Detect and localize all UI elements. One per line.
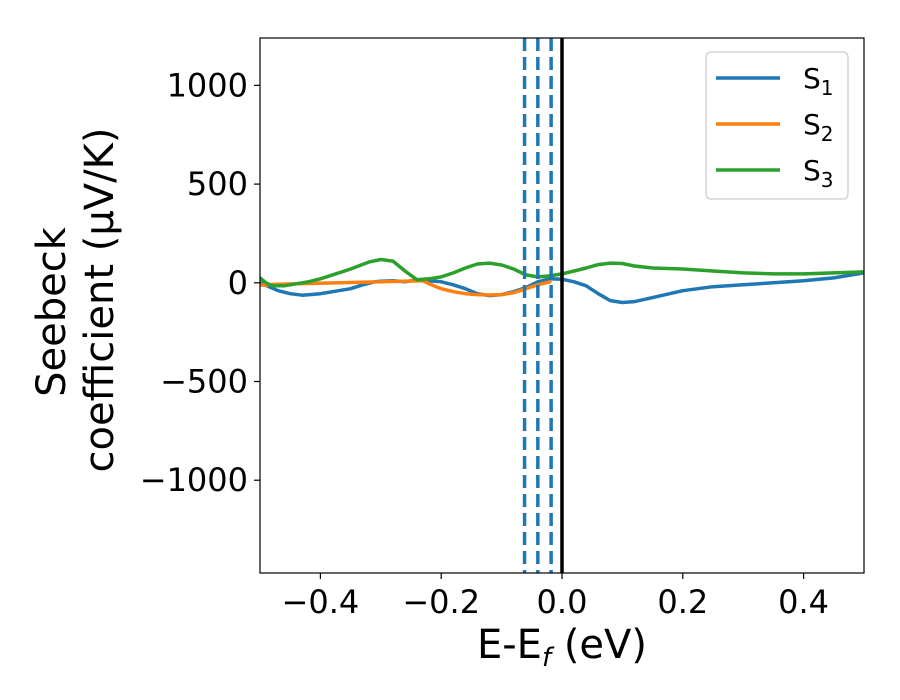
series-line-s2 — [260, 279, 552, 297]
legend: S1 S2 S3 — [705, 51, 849, 200]
legend-label-s3: S3 — [803, 154, 834, 192]
x-axis-label-tail: (eV) — [551, 622, 647, 668]
y-tick-label: 0 — [228, 264, 248, 302]
y-ticks: 1000 500 0 −500 −1000 — [140, 66, 260, 499]
series-layer — [260, 257, 864, 305]
y-tick-label: 1000 — [167, 66, 248, 104]
x-tick-label: 0.4 — [778, 583, 829, 621]
series-line-s3 — [260, 257, 864, 288]
legend-label-s1: S1 — [803, 62, 834, 100]
y-tick-label: 500 — [187, 165, 248, 203]
x-ticks: −0.4 −0.2 0.0 0.2 0.4 — [282, 573, 829, 621]
y-axis-label: Seebeck coefficient (μV/K) — [29, 128, 123, 473]
y-tick-label: −500 — [160, 363, 248, 401]
vertical-lines-layer — [522, 38, 564, 573]
legend-label-s2: S2 — [803, 108, 834, 146]
y-tick-label: −1000 — [140, 461, 248, 499]
x-tick-label: −0.4 — [282, 583, 360, 621]
x-tick-label: 0.0 — [537, 583, 588, 621]
x-axis-label: E-Ef (eV) — [477, 622, 647, 673]
y-axis-label-line-2: coefficient (μV/K) — [77, 128, 123, 473]
y-axis-label-line-1: Seebeck — [29, 226, 75, 397]
x-tick-label: 0.2 — [657, 583, 708, 621]
x-axis-label-base: E-E — [477, 622, 542, 668]
x-tick-label: −0.2 — [402, 583, 480, 621]
